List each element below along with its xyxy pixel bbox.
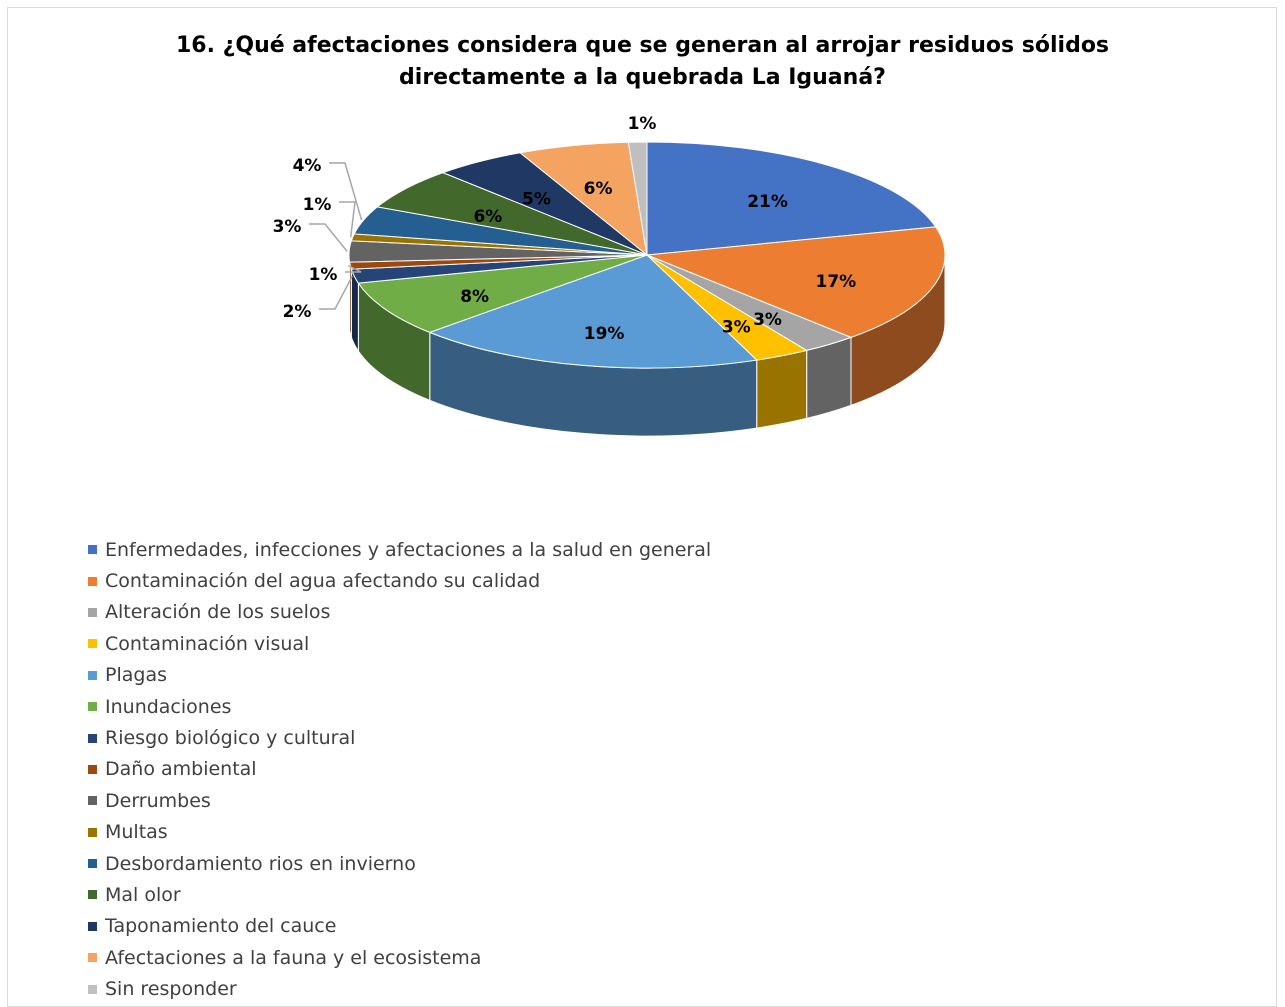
- legend-label: Contaminación del agua afectando su cali…: [105, 570, 541, 593]
- legend-swatch: [88, 921, 97, 931]
- legend-label: Enfermedades, infecciones y afectaciones…: [105, 538, 712, 561]
- legend-label: Desbordamiento rios en invierno: [105, 852, 416, 875]
- data-label-15: 1%: [628, 114, 657, 134]
- leader-line-11: [329, 162, 363, 221]
- legend-swatch: [88, 702, 97, 712]
- legend-label: Contaminación visual: [105, 632, 310, 655]
- legend-swatch: [88, 545, 97, 555]
- legend-item: Derrumbes: [88, 785, 711, 816]
- legend-label: Sin responder: [105, 978, 237, 1001]
- legend-label: Plagas: [105, 664, 167, 687]
- leader-line-9: [309, 223, 348, 252]
- data-label-8: 1%: [309, 265, 338, 285]
- legend-label: Mal olor: [105, 883, 181, 906]
- pie-slice-1: [646, 141, 937, 256]
- legend-item: Enfermedades, infecciones y afectaciones…: [88, 534, 711, 565]
- pie-slice-5: [428, 254, 758, 369]
- legend-item: Desbordamiento rios en invierno: [88, 848, 711, 879]
- chart-title: 16. ¿Qué afectaciones considera que se g…: [0, 30, 1285, 94]
- legend-label: Inundaciones: [105, 695, 232, 718]
- legend-label: Multas: [105, 821, 168, 844]
- leader-line-8: [345, 264, 362, 273]
- legend-item: Contaminación del agua afectando su cali…: [88, 565, 711, 596]
- legend-label: Alteración de los suelos: [105, 601, 331, 624]
- legend-item: Alteración de los suelos: [88, 597, 711, 628]
- chart-title-line-1: 16. ¿Qué afectaciones considera que se g…: [175, 33, 1110, 58]
- legend-item: Taponamiento del cauce: [88, 911, 711, 942]
- legend-item: Multas: [88, 817, 711, 848]
- legend-swatch: [88, 764, 97, 774]
- pie-slice-side-4: [756, 349, 808, 429]
- data-label-1: 21%: [747, 192, 788, 212]
- legend-item: Plagas: [88, 660, 711, 691]
- legend-swatch: [88, 859, 97, 869]
- pie-chart: 21%17%3%3%19%8%2%1%3%1%4%6%5%6%1%: [273, 114, 946, 437]
- legend-swatch: [88, 639, 97, 649]
- legend-swatch: [88, 796, 97, 806]
- data-label-6: 8%: [460, 287, 489, 307]
- legend-label: Derrumbes: [105, 789, 211, 812]
- legend-swatch: [88, 670, 97, 680]
- legend-swatch: [88, 984, 97, 994]
- data-label-3: 3%: [753, 310, 782, 330]
- legend-swatch: [88, 827, 97, 837]
- leader-line-10: [339, 201, 356, 238]
- pie-top: [348, 141, 946, 369]
- pie-slice-15: [627, 141, 648, 256]
- data-label-12: 6%: [473, 207, 502, 227]
- legend-swatch: [88, 733, 97, 743]
- legend-item: Sin responder: [88, 973, 711, 1004]
- legend-item: Daño ambiental: [88, 754, 711, 785]
- pie-slice-side-3: [806, 336, 852, 420]
- legend-label: Riesgo biológico y cultural: [105, 727, 356, 750]
- legend-item: Afectaciones a la fauna y el ecosistema: [88, 942, 711, 973]
- legend: Enfermedades, infecciones y afectaciones…: [88, 534, 711, 1005]
- legend-item: Riesgo biológico y cultural: [88, 722, 711, 753]
- chart-title-line-2: directamente a la quebrada La Iguaná?: [399, 65, 886, 90]
- legend-label: Daño ambiental: [105, 758, 257, 781]
- legend-item: Inundaciones: [88, 691, 711, 722]
- legend-swatch: [88, 953, 97, 963]
- leader-line-7: [319, 275, 353, 310]
- legend-label: Afectaciones a la fauna y el ecosistema: [105, 946, 482, 969]
- legend-swatch: [88, 890, 97, 900]
- legend-label: Taponamiento del cauce: [105, 915, 337, 938]
- pie-slice-6: [357, 254, 648, 333]
- legend-swatch: [88, 576, 97, 586]
- data-label-7: 2%: [283, 302, 312, 322]
- legend-item: Contaminación visual: [88, 628, 711, 659]
- data-label-9: 3%: [273, 217, 302, 237]
- pie-slice-2: [646, 226, 946, 338]
- data-labels: 21%17%3%3%19%8%2%1%3%1%4%6%5%6%1%: [273, 114, 857, 344]
- data-label-2: 17%: [816, 272, 857, 292]
- data-label-13: 5%: [522, 189, 551, 209]
- legend-item: Mal olor: [88, 879, 711, 910]
- data-label-10: 1%: [303, 195, 332, 215]
- data-label-14: 6%: [584, 179, 613, 199]
- data-label-5: 19%: [584, 324, 625, 344]
- legend-swatch: [88, 607, 97, 617]
- data-label-11: 4%: [293, 156, 322, 176]
- data-label-4: 3%: [722, 317, 751, 337]
